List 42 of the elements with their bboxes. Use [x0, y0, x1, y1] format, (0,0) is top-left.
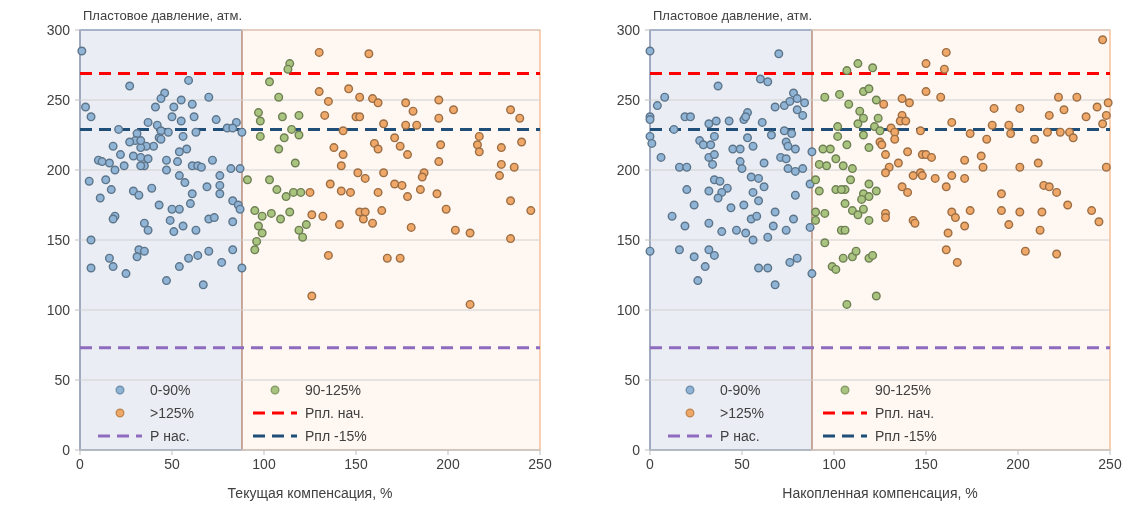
legend-label: Р нас.: [720, 428, 760, 444]
x-tick-label: 250: [528, 456, 552, 472]
y-axis-title: Пластовое давление, атм.: [83, 8, 243, 23]
legend-label: 90-125%: [305, 382, 362, 398]
y-tick-label: 100: [46, 302, 71, 318]
legend-label: >125%: [150, 405, 194, 421]
x-tick-label: 250: [1098, 456, 1122, 472]
legend-label: Рпл. нач.: [875, 405, 935, 421]
legend-label: Рпл -15%: [305, 428, 367, 444]
y-tick-label: 150: [46, 232, 71, 248]
legend-label: >125%: [720, 405, 764, 421]
x-tick-label: 200: [436, 456, 460, 472]
x-tick-label: 200: [1006, 456, 1030, 472]
x-tick-label: 50: [734, 456, 750, 472]
legend-label: 90-125%: [875, 382, 932, 398]
x-tick-label: 100: [252, 456, 276, 472]
x-axis-title: Текущая компенсация, %: [227, 485, 393, 501]
legend-label: Р нас.: [150, 428, 190, 444]
y-tick-label: 200: [616, 162, 641, 178]
x-tick-label: 100: [822, 456, 846, 472]
y-tick-label: 250: [46, 92, 71, 108]
y-tick-label: 150: [616, 232, 641, 248]
y-axis-title: Пластовое давление, атм.: [653, 8, 813, 23]
x-tick-label: 0: [646, 456, 655, 472]
x-tick-label: 0: [76, 456, 85, 472]
y-tick-label: 300: [46, 22, 71, 38]
y-tick-label: 50: [624, 372, 641, 388]
y-tick-label: 0: [632, 442, 641, 458]
legend-label: Рпл -15%: [875, 428, 937, 444]
x-axis-title: Накопленная компенсация, %: [782, 485, 978, 501]
legend-label: 0-90%: [150, 382, 191, 398]
y-tick-label: 100: [616, 302, 641, 318]
y-tick-label: 50: [54, 372, 71, 388]
y-tick-label: 250: [616, 92, 641, 108]
y-tick-label: 300: [616, 22, 641, 38]
y-tick-label: 0: [62, 442, 71, 458]
x-tick-label: 50: [164, 456, 180, 472]
legend-label: Рпл. нач.: [305, 405, 365, 421]
x-tick-label: 150: [914, 456, 938, 472]
legend-label: 0-90%: [720, 382, 761, 398]
x-tick-label: 150: [344, 456, 368, 472]
y-tick-label: 200: [46, 162, 71, 178]
